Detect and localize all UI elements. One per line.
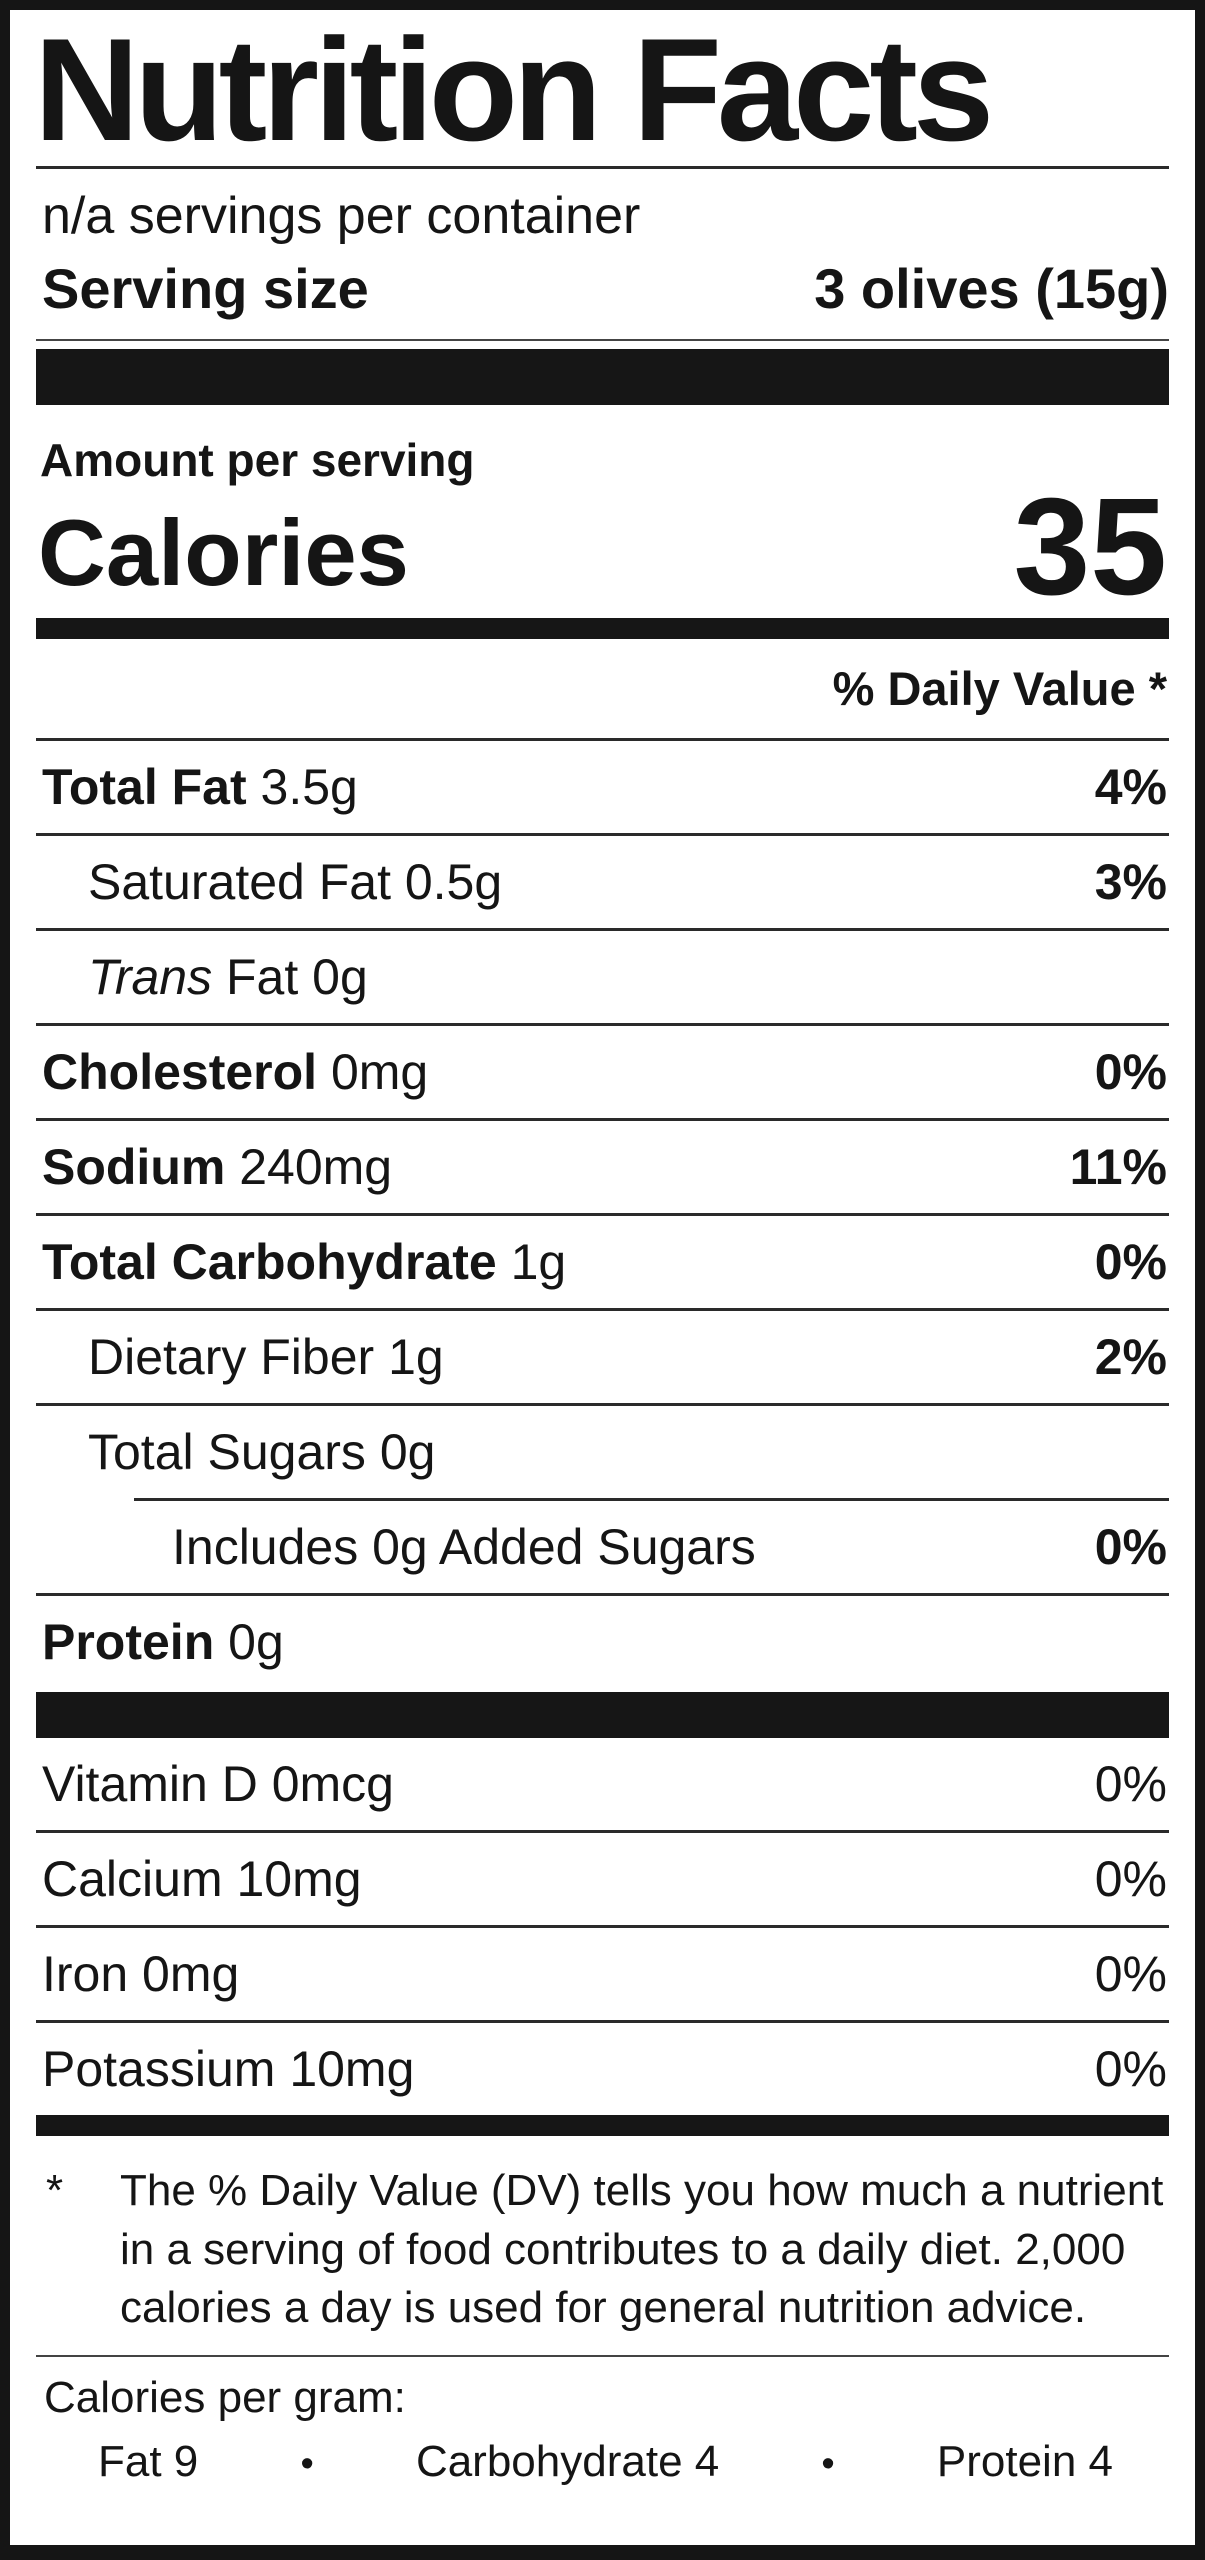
calories-per-gram-item: Protein 4 — [936, 2436, 1113, 2486]
divider-rule — [36, 339, 1169, 342]
nutrient-daily-value-percent: 0% — [1094, 1234, 1167, 1291]
nutrient-name: Calcium 10mg — [42, 1851, 362, 1908]
nutrient-name: Protein 0g — [42, 1614, 284, 1671]
section-divider-bar — [36, 1692, 1169, 1739]
nutrient-row: Includes 0g Added Sugars 0% — [134, 1498, 1169, 1593]
nutrient-row: Iron 0mg 0% — [36, 1925, 1169, 2020]
nutrient-daily-value-percent: 3% — [1094, 854, 1167, 911]
daily-value-header: % Daily Value * — [832, 662, 1167, 716]
nutrient-row: Sodium 240mg 11% — [36, 1118, 1169, 1213]
serving-size-label: Serving size — [42, 256, 369, 320]
divider-rule — [36, 165, 1169, 169]
calories-per-gram-row: Fat 9 • Carbohydrate 4 • Protein 4 — [36, 2423, 1169, 2499]
nutrient-daily-value-percent: 0% — [1094, 1756, 1167, 1813]
nutrient-row: Potassium 10mg 0% — [36, 2020, 1169, 2115]
nutrient-daily-value-percent: 0% — [1094, 2041, 1167, 2098]
nutrient-daily-value-percent: 0% — [1094, 1519, 1167, 1576]
nutrient-name: Total Carbohydrate 1g — [42, 1234, 567, 1291]
nutrient-daily-value-percent: 11% — [1069, 1139, 1167, 1196]
nutrient-name: Saturated Fat 0.5g — [88, 854, 503, 911]
nutrient-row: Cholesterol 0mg 0% — [36, 1023, 1169, 1118]
section-divider-bar — [36, 618, 1169, 640]
bullet-separator: • — [821, 2442, 835, 2485]
calories-per-gram-label: Calories per gram: — [44, 2372, 406, 2422]
vitamin-mineral-rows: Vitamin D 0mcg 0% Calcium 10mg 0% Iron 0mg 0%… — [36, 1738, 1169, 2115]
bullet-separator: • — [300, 2442, 314, 2485]
nutrient-name: Cholesterol 0mg — [42, 1044, 429, 1101]
nutrient-daily-value-percent: 4% — [1094, 759, 1167, 816]
nutrient-name: Total Sugars 0g — [88, 1424, 436, 1481]
footnote-asterisk: * — [46, 2166, 64, 2216]
nutrient-name: Trans Fat 0g — [88, 949, 368, 1006]
nutrient-row: Total Carbohydrate 1g 0% — [36, 1213, 1169, 1308]
serving-size-row: Serving size 3 olives (15g) — [36, 249, 1169, 339]
amount-per-serving-label: Amount per serving — [40, 434, 475, 487]
serving-size-value: 3 olives (15g) — [814, 256, 1169, 320]
footnote-text: The % Daily Value (DV) tells you how muc… — [120, 2166, 1164, 2332]
main-nutrient-rows: Total Fat 3.5g 4% Saturated Fat 0.5g 3% Tran… — [36, 738, 1169, 1688]
nutrient-name: Vitamin D 0mcg — [42, 1756, 394, 1813]
nutrient-row: Total Fat 3.5g 4% — [36, 738, 1169, 833]
divider-rule — [36, 2354, 1169, 2357]
label-title: Nutrition Facts — [34, 8, 994, 171]
calories-per-gram-item: Carbohydrate 4 — [415, 2436, 720, 2486]
nutrient-name: Total Fat 3.5g — [42, 759, 358, 816]
section-divider-bar — [36, 2115, 1169, 2137]
calories-value: 35 — [1013, 470, 1168, 625]
section-divider-bar — [36, 349, 1169, 406]
nutrient-name: Iron 0mg — [42, 1946, 240, 2003]
nutrient-name: Potassium 10mg — [42, 2041, 415, 2098]
calories-label: Calories — [38, 500, 409, 606]
nutrient-row: Dietary Fiber 1g 2% — [36, 1308, 1169, 1403]
nutrient-row: Saturated Fat 0.5g 3% — [36, 833, 1169, 928]
nutrient-row: Total Sugars 0g — [36, 1403, 1169, 1498]
nutrient-row: Vitamin D 0mcg 0% — [36, 1738, 1169, 1830]
nutrient-daily-value-percent: 0% — [1094, 1044, 1167, 1101]
calories-row: Calories 35 — [36, 470, 1169, 625]
servings-per-container: n/a servings per container — [42, 186, 641, 245]
nutrient-row: Trans Fat 0g — [36, 928, 1169, 1023]
nutrient-name: Includes 0g Added Sugars — [172, 1519, 756, 1576]
nutrient-row: Calcium 10mg 0% — [36, 1830, 1169, 1925]
nutrient-name: Dietary Fiber 1g — [88, 1329, 444, 1386]
nutrient-daily-value-percent: 0% — [1094, 1946, 1167, 2003]
nutrient-daily-value-percent: 2% — [1094, 1329, 1167, 1386]
daily-value-footnote: * The % Daily Value (DV) tells you how m… — [36, 2136, 1169, 2354]
nutrient-name: Sodium 240mg — [42, 1139, 393, 1196]
nutrient-daily-value-percent: 0% — [1094, 1851, 1167, 1908]
calories-per-gram-item: Fat 9 — [98, 2436, 199, 2486]
nutrient-row: Protein 0g — [36, 1593, 1169, 1688]
